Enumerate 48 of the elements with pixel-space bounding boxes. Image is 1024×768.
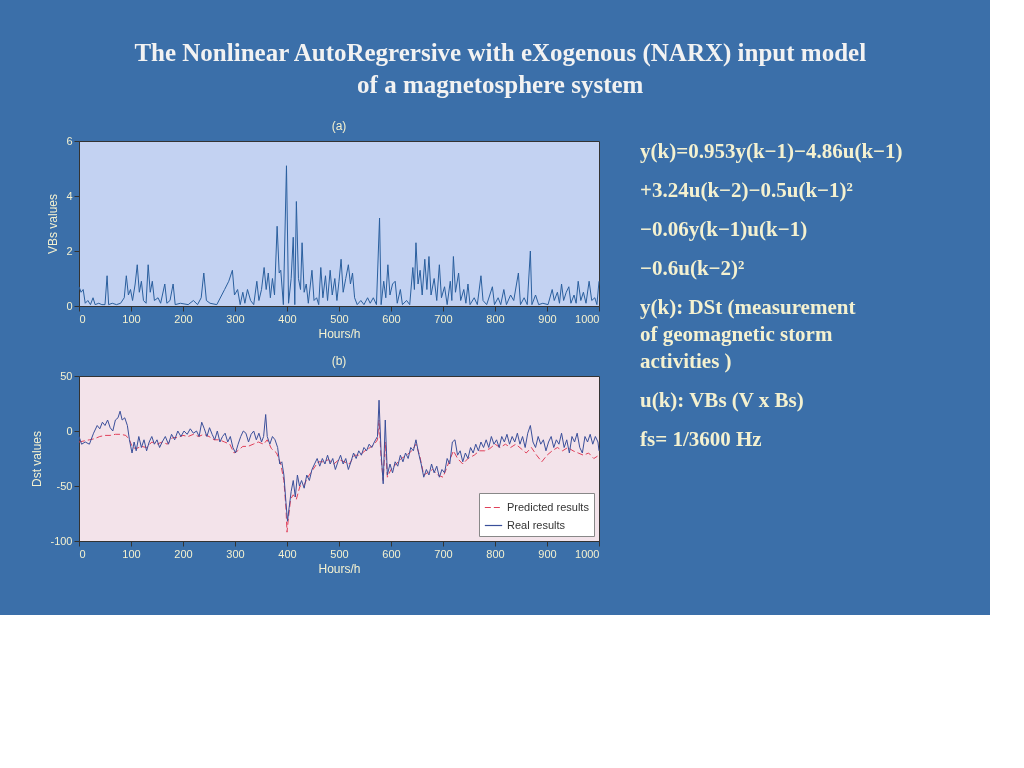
x-tick-label: 400 bbox=[278, 312, 297, 325]
x-tick-label: 200 bbox=[174, 312, 193, 325]
y-tick-label: 0 bbox=[66, 299, 73, 312]
text: y(k)=0.953y(k−1)−4.86u(k−1) bbox=[640, 139, 903, 163]
chart-title: (a) bbox=[331, 119, 347, 133]
x-tick-label: 600 bbox=[382, 547, 401, 560]
x-tick-label: 100 bbox=[122, 547, 141, 560]
text: y(k): DSt (measurement of geomagnetic storm activities ) bbox=[640, 295, 856, 373]
x-tick-label: 500 bbox=[330, 547, 349, 560]
y-tick-label: 0 bbox=[66, 424, 73, 437]
text: The Nonlinear AutoRegrersive with eXogenous (NARX) input model of a magnetosphere system bbox=[134, 38, 867, 98]
text: +3.24u(k−2)−0.5u(k−1)² bbox=[640, 178, 853, 202]
text: −0.6u(k−2)² bbox=[640, 256, 745, 280]
x-tick-label: 500 bbox=[330, 312, 349, 325]
x-tick-label: 300 bbox=[226, 547, 245, 560]
x-tick-label: 700 bbox=[434, 312, 453, 325]
x-tick-label: 900 bbox=[538, 312, 557, 325]
y-tick-label: -100 bbox=[50, 534, 73, 547]
x-tick-label: 1000 bbox=[575, 312, 600, 325]
x-tick-label: 200 bbox=[174, 547, 193, 560]
legend-label: Real results bbox=[507, 518, 566, 531]
x-tick-label: 400 bbox=[278, 547, 297, 560]
y-axis-title: VBs values bbox=[46, 193, 61, 255]
text: u(k): VBs (V x Bs) bbox=[640, 388, 804, 412]
x-axis-title: Hours/h bbox=[318, 561, 361, 576]
x-tick-label: 600 bbox=[382, 312, 401, 325]
y-tick-label: -50 bbox=[56, 479, 73, 492]
y-tick-label: 6 bbox=[66, 134, 73, 147]
x-tick-label: 100 bbox=[122, 312, 141, 325]
x-tick-label: 0 bbox=[79, 547, 86, 560]
chart-title: (b) bbox=[331, 354, 347, 368]
y-tick-label: 2 bbox=[66, 244, 73, 257]
x-tick-label: 300 bbox=[226, 312, 245, 325]
text: −0.06y(k−1)u(k−1) bbox=[640, 217, 808, 241]
line-series bbox=[78, 399, 600, 522]
y-tick-label: 50 bbox=[60, 369, 73, 382]
text: fs= 1/3600 Hz bbox=[640, 427, 762, 451]
x-tick-label: 0 bbox=[79, 312, 86, 325]
x-tick-label: 700 bbox=[434, 547, 453, 560]
x-tick-label: 800 bbox=[486, 312, 505, 325]
x-axis-title: Hours/h bbox=[318, 326, 361, 341]
x-tick-label: 900 bbox=[538, 547, 557, 560]
line-series bbox=[78, 165, 600, 306]
x-tick-label: 1000 bbox=[575, 547, 600, 560]
y-tick-label: 4 bbox=[66, 189, 73, 202]
y-axis-title: Dst values bbox=[30, 430, 45, 488]
legend-label: Predicted results bbox=[507, 500, 590, 513]
x-tick-label: 800 bbox=[486, 547, 505, 560]
